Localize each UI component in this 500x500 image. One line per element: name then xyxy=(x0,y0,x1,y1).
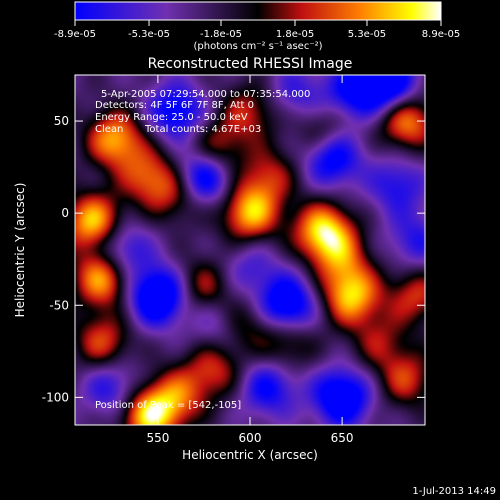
colorbar-tick-label: 5.3e-05 xyxy=(348,29,386,40)
image-container xyxy=(75,75,425,425)
colorbar-tick-label: -5.3e-05 xyxy=(128,29,170,40)
x-tick-label: 600 xyxy=(239,431,262,445)
x-axis-label: Heliocentric X (arcsec) xyxy=(182,448,318,462)
axes-ticks: 550 600 650 50 0 -50 -100 xyxy=(42,75,425,445)
chart-title: Reconstructed RHESSI Image xyxy=(148,56,353,72)
footer-date: 1-Jul-2013 14:49 xyxy=(412,486,496,497)
info-detectors: Detectors: 4F 5F 6F 7F 8F, Att 0 xyxy=(95,100,254,111)
info-clean: Clean xyxy=(95,124,123,135)
heatmap-image xyxy=(75,75,425,425)
x-tick-label: 650 xyxy=(331,431,354,445)
info-time: 5-Apr-2005 07:29:54.000 to 07:35:54.000 xyxy=(101,89,310,100)
y-tick-label: 50 xyxy=(54,114,69,128)
colorbar-tick-label: -8.9e-05 xyxy=(54,29,96,40)
colorbar-ticks: -8.9e-05 -5.3e-05 -1.8e-05 1.8e-05 5.3e-05 8.… xyxy=(54,20,460,40)
info-counts: Total counts: 4.67E+03 xyxy=(144,124,261,135)
info-overlay: 5-Apr-2005 07:29:54.000 to 07:35:54.000 … xyxy=(95,89,310,411)
colorbar-tick-label: 1.8e-05 xyxy=(276,29,314,40)
colorbar-tick-label: -1.8e-05 xyxy=(200,29,242,40)
colorbar xyxy=(74,1,442,21)
y-tick-label: -100 xyxy=(42,390,69,404)
y-axis-label: Heliocentric Y (arcsec) xyxy=(13,183,27,318)
x-tick-label: 550 xyxy=(146,431,169,445)
y-tick-label: -50 xyxy=(49,298,69,312)
y-tick-label: 0 xyxy=(61,206,69,220)
colorbar-tick-label: 8.9e-05 xyxy=(422,29,460,40)
colorbar-units: (photons cm⁻² s⁻¹ asec⁻²) xyxy=(193,41,322,52)
info-energy: Energy Range: 25.0 - 50.0 keV xyxy=(95,112,248,123)
info-peak: Position of Peak = [542,-105] xyxy=(95,400,241,411)
